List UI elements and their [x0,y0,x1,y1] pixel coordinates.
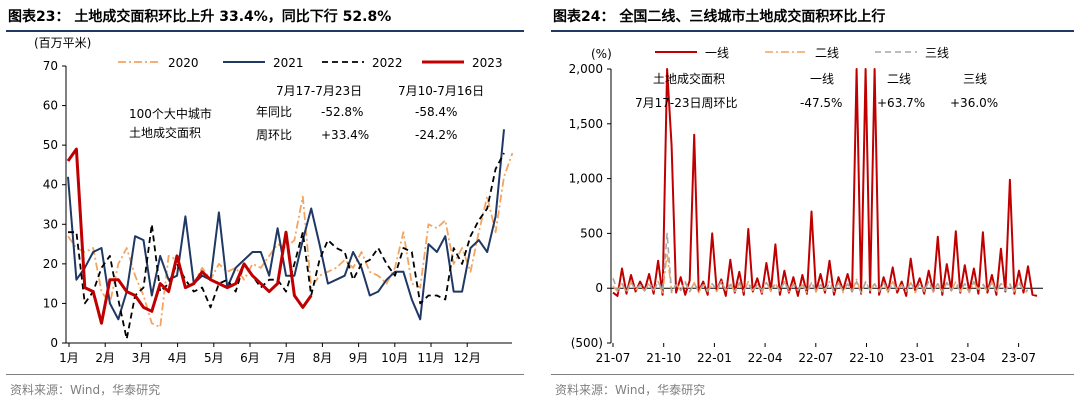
x-tick-label: 22-07 [798,351,833,365]
legend-label-二线: 二线 [815,46,839,60]
legend-label-三线: 三线 [925,46,949,60]
series-line-2022 [68,152,505,340]
series-line-2021 [67,129,505,321]
chart-panel-land-area: 图表23： 土地成交面积环比上升 33.4%，同比下行 52.8% (百万平米)… [0,0,530,415]
y-axis-unit: (%) [591,47,612,61]
table-wow-current: +33.4% [321,128,369,142]
x-tick-label: 2月 [95,351,115,365]
table-label-line1: 100个大中城市 [129,106,212,121]
x-tick-label: 9月 [349,351,369,365]
chart-title: 图表23： 土地成交面积环比上升 33.4%，同比下行 52.8% [8,9,392,25]
title-divider [551,30,1074,32]
legend-label-一线: 一线 [705,46,729,60]
y-tick-label: 20 [43,257,58,271]
legend-label-2023: 2023 [472,56,503,70]
x-tick-label: 1月 [59,351,79,365]
table-row-label: 7月17-23日周环比 [635,96,738,110]
series-line-三线 [612,232,1028,294]
table-col-tier2: 二线 [887,72,911,86]
x-tick-label: 23-04 [950,351,985,365]
y-tick-label: 500 [580,226,603,240]
table-row-yoy: 年同比 [256,105,292,119]
y-tick-label: 1,000 [569,172,603,186]
y-tick-label: 0 [50,336,58,350]
x-tick-label: 3月 [132,351,152,365]
y-tick-label: 0 [595,281,603,295]
x-tick-label: 5月 [204,351,224,365]
series-line-一线 [612,68,1038,297]
y-tick-label: 2,000 [569,62,603,76]
y-axis: 0 10 20 30 40 50 60 70 1月 2月 3月 4月 5月 6月 7月 8月 9月 10月 11月 1… [43,59,512,365]
x-tick-label: 23-07 [1001,351,1036,365]
chart-title: 图表24： 全国二线、三线城市土地成交面积环比上行 [553,9,886,25]
series-group [612,68,1038,297]
table-col-previous: 7月10-7月16日 [398,84,484,98]
series-group [66,129,514,340]
table-head: 土地成交面积 [653,71,725,86]
summary-table: 土地成交面积 7月17-23日周环比 一线 二线 三线 -47.5% +63.7… [635,71,998,110]
x-tick-label: 21-10 [646,351,681,365]
y-tick-label: 1,500 [569,117,603,131]
y-axis: (500) 0 500 1,000 1,500 2,000 21-07 21-10 22-01 2… [569,62,1043,365]
y-tick-label: 50 [43,138,58,152]
table-val-tier3: +36.0% [950,96,998,110]
y-tick-label: (500) [571,336,603,350]
x-tick-label: 6月 [240,351,260,365]
x-tick-label: 12月 [454,351,481,365]
y-tick-label: 60 [43,99,58,113]
x-tick-label: 8月 [313,351,333,365]
summary-table: 7月17-7月23日 7月10-7月16日 100个大中城市 土地成交面积 年同… [129,84,484,142]
x-tick-label: 22-10 [849,351,884,365]
legend-label-2020: 2020 [168,56,199,70]
x-tick-label: 22-01 [697,351,732,365]
y-tick-label: 40 [43,178,58,192]
y-tick-label: 10 [43,296,58,310]
source-note: 资料来源：Wind，华泰研究 [555,383,706,397]
x-tick-label: 7月 [276,351,296,365]
chart-panel-tier-cities: 图表24： 全国二线、三线城市土地成交面积环比上行 (%) (500) 0 500 1… [545,0,1080,415]
x-tick-label: 22-04 [748,351,783,365]
table-yoy-previous: -58.4% [415,105,457,119]
table-wow-previous: -24.2% [415,128,457,142]
series-line-2020 [67,152,514,329]
y-axis-unit: (百万平米) [34,36,91,50]
table-label-line2: 土地成交面积 [129,125,201,140]
title-divider [6,30,524,32]
x-tick-label: 23-01 [900,351,935,365]
y-tick-label: 70 [43,59,58,73]
table-col-tier3: 三线 [963,72,987,86]
legend: 一线 二线 三线 [655,46,949,60]
x-tick-label: 11月 [417,351,444,365]
y-tick-label: 30 [43,217,58,231]
legend-label-2022: 2022 [372,56,403,70]
table-col-tier1: 一线 [810,72,834,86]
line-chart-land-area: (百万平米) 0 10 20 30 40 50 60 70 1月 2月 3月 4月 5月 6月 7月 8月 9月… [34,36,514,365]
x-tick-label: 4月 [168,351,188,365]
table-col-current: 7月17-7月23日 [276,84,362,98]
legend-label-2021: 2021 [273,56,304,70]
table-val-tier2: +63.7% [877,96,925,110]
source-divider [6,374,524,375]
x-tick-label: 10月 [381,351,408,365]
legend: 2020 2021 2022 2023 [118,56,503,70]
source-divider [551,374,1074,375]
line-chart-tier-cities: (%) (500) 0 500 1,000 1,500 2,000 21-07 21-10 22… [569,46,1043,365]
table-val-tier1: -47.5% [800,96,842,110]
source-note: 资料来源：Wind，华泰研究 [10,383,161,397]
x-tick-label: 21-07 [596,351,631,365]
table-row-wow: 周环比 [256,128,292,142]
table-yoy-current: -52.8% [321,105,363,119]
series-line-2023 [66,147,313,325]
